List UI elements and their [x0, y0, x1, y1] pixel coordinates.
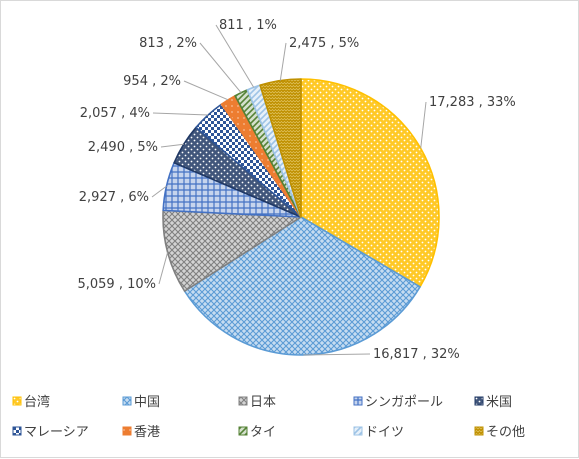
data-label-9: 2,475 , 5% [289, 36, 359, 51]
legend-label-8: ドイツ [365, 425, 404, 440]
data-label-7: 813 , 2% [139, 36, 197, 51]
leader-line-6 [183, 80, 229, 101]
legend-item-5: マレーシア [12, 425, 89, 440]
legend-item-6: 香港 [122, 425, 160, 440]
data-label-1: 16,817 , 32% [373, 347, 460, 362]
legend-label-4: 米国 [486, 395, 512, 410]
legend-swatch-9 [474, 426, 484, 436]
leader-lines [151, 24, 427, 356]
data-label-2: 5,059 , 10% [77, 277, 156, 292]
pie-slices [162, 78, 440, 356]
legend-swatch-6 [122, 426, 132, 436]
legend-swatch-2 [238, 396, 248, 406]
legend-swatch-0 [12, 396, 22, 406]
legend-label-9: その他 [486, 425, 525, 440]
data-label-6: 954 , 2% [123, 74, 181, 89]
data-label-0: 17,283 , 33% [429, 95, 516, 110]
legend-swatch-1 [122, 396, 132, 406]
legend-item-2: 日本 [238, 395, 276, 410]
leader-line-7 [199, 42, 242, 94]
data-label-3: 2,927 , 6% [79, 190, 149, 205]
data-label-5: 2,057 , 4% [80, 106, 150, 121]
legend-swatch-7 [238, 426, 248, 436]
legend-item-7: タイ [238, 425, 276, 440]
legend-item-1: 中国 [122, 395, 160, 410]
leader-line-1 [303, 353, 371, 356]
leader-line-3 [151, 185, 167, 198]
legend-label-7: タイ [250, 425, 276, 440]
leader-line-4 [160, 143, 184, 148]
data-label-4: 2,490 , 5% [88, 140, 158, 155]
legend-label-3: シンガポール [365, 395, 443, 410]
legend-label-2: 日本 [250, 395, 276, 410]
legend-label-0: 台湾 [24, 394, 50, 410]
legend-swatch-4 [474, 396, 484, 406]
legend-item-3: シンガポール [353, 395, 443, 410]
legend-label-5: マレーシア [24, 425, 89, 440]
data-labels: 17,283 , 33% 16,817 , 32% 5,059 , 10% 2,927… [77, 18, 515, 362]
leader-line-9 [279, 42, 287, 81]
legend-swatch-8 [353, 426, 363, 436]
data-label-8: 811 , 1% [219, 18, 277, 33]
leader-line-5 [152, 112, 209, 116]
legend-item-8: ドイツ [353, 425, 404, 440]
legend-item-0: 台湾 [12, 394, 50, 410]
legend-label-6: 香港 [134, 425, 160, 440]
leader-line-2 [158, 252, 169, 285]
pie-slice-2 [162, 209, 302, 292]
legend-swatch-5 [12, 426, 22, 436]
pie-slice-9 [259, 78, 302, 218]
legend-label-1: 中国 [134, 395, 160, 410]
legend-item-4: 米国 [474, 395, 512, 410]
leader-line-0 [420, 101, 427, 149]
legend-item-9: その他 [474, 425, 525, 440]
legend-swatch-3 [353, 396, 363, 406]
leader-line-8 [215, 24, 255, 88]
